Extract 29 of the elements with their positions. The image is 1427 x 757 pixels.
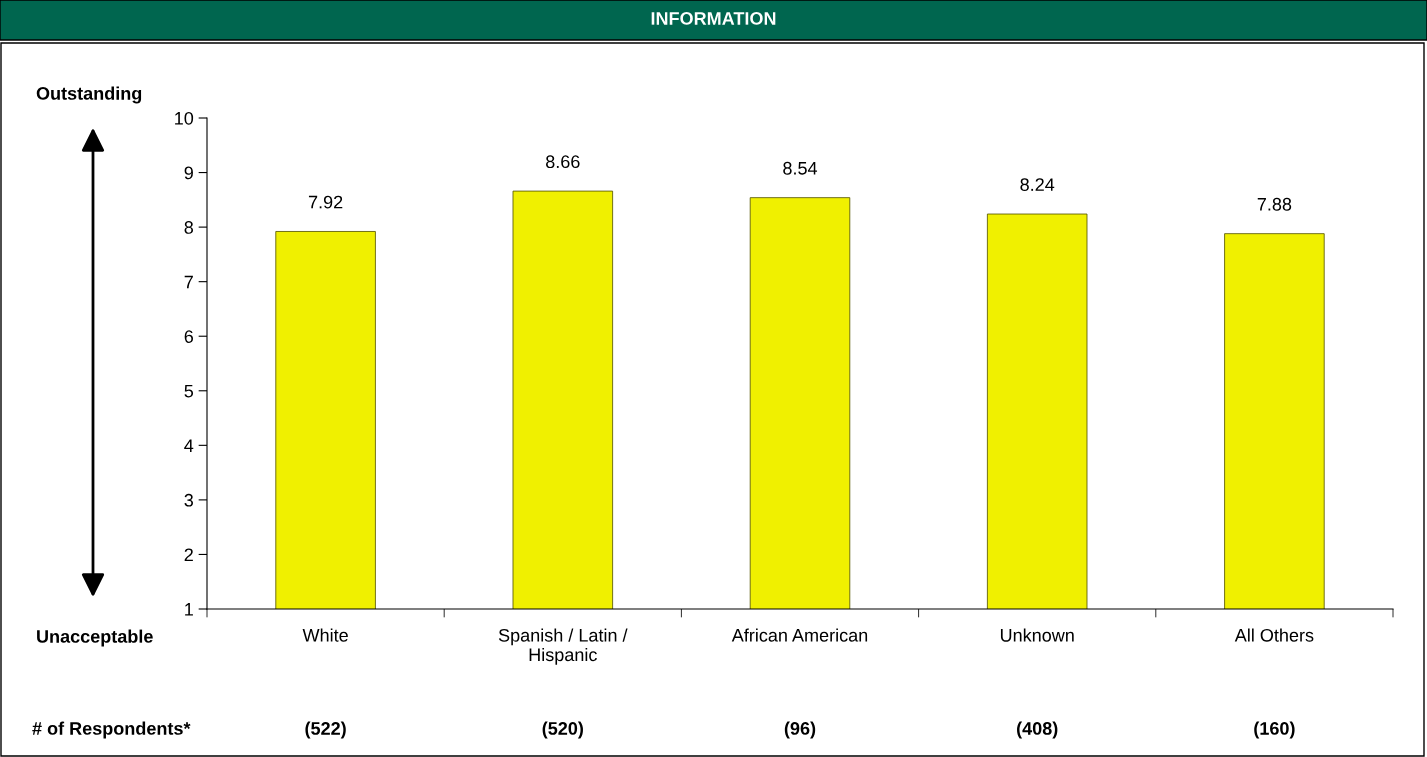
text: # of Respondents* xyxy=(32,721,191,739)
chart-title: INFORMATION xyxy=(651,12,776,25)
x-tick-label: All Others xyxy=(1234,628,1314,642)
text: Outstanding xyxy=(36,86,142,104)
x-tick-label: Unknown xyxy=(1000,628,1074,642)
data-label: 7.88 xyxy=(1257,197,1292,211)
text: (520) xyxy=(542,721,583,739)
y-tick-label: 2 xyxy=(184,548,193,561)
y-tick-label: 6 xyxy=(184,330,194,343)
y-tick-label: 1 xyxy=(185,603,193,616)
y-tick-label: 4 xyxy=(184,439,194,452)
x-tick-label: White xyxy=(302,628,348,642)
data-label: 8.54 xyxy=(783,161,818,175)
text: (160) xyxy=(1254,721,1295,739)
y-tick-label: 8 xyxy=(184,221,194,234)
text: (408) xyxy=(1017,721,1058,739)
data-label: 7.92 xyxy=(308,195,343,209)
x-tick-label: African American xyxy=(731,628,868,642)
data-label: 8.66 xyxy=(546,155,580,169)
text: Unacceptable xyxy=(37,629,153,647)
y-tick-label: 10 xyxy=(175,111,194,125)
x-tick-label: Spanish / Latin / Hispanic xyxy=(498,628,628,665)
y-tick-label: 7 xyxy=(184,275,193,289)
y-tick-label: 5 xyxy=(184,384,194,398)
text: (96) xyxy=(784,721,816,739)
data-label: 8.24 xyxy=(1020,178,1055,191)
text: (522) xyxy=(305,721,346,739)
y-tick-label: 9 xyxy=(184,166,193,180)
y-tick-label: 3 xyxy=(184,493,194,507)
